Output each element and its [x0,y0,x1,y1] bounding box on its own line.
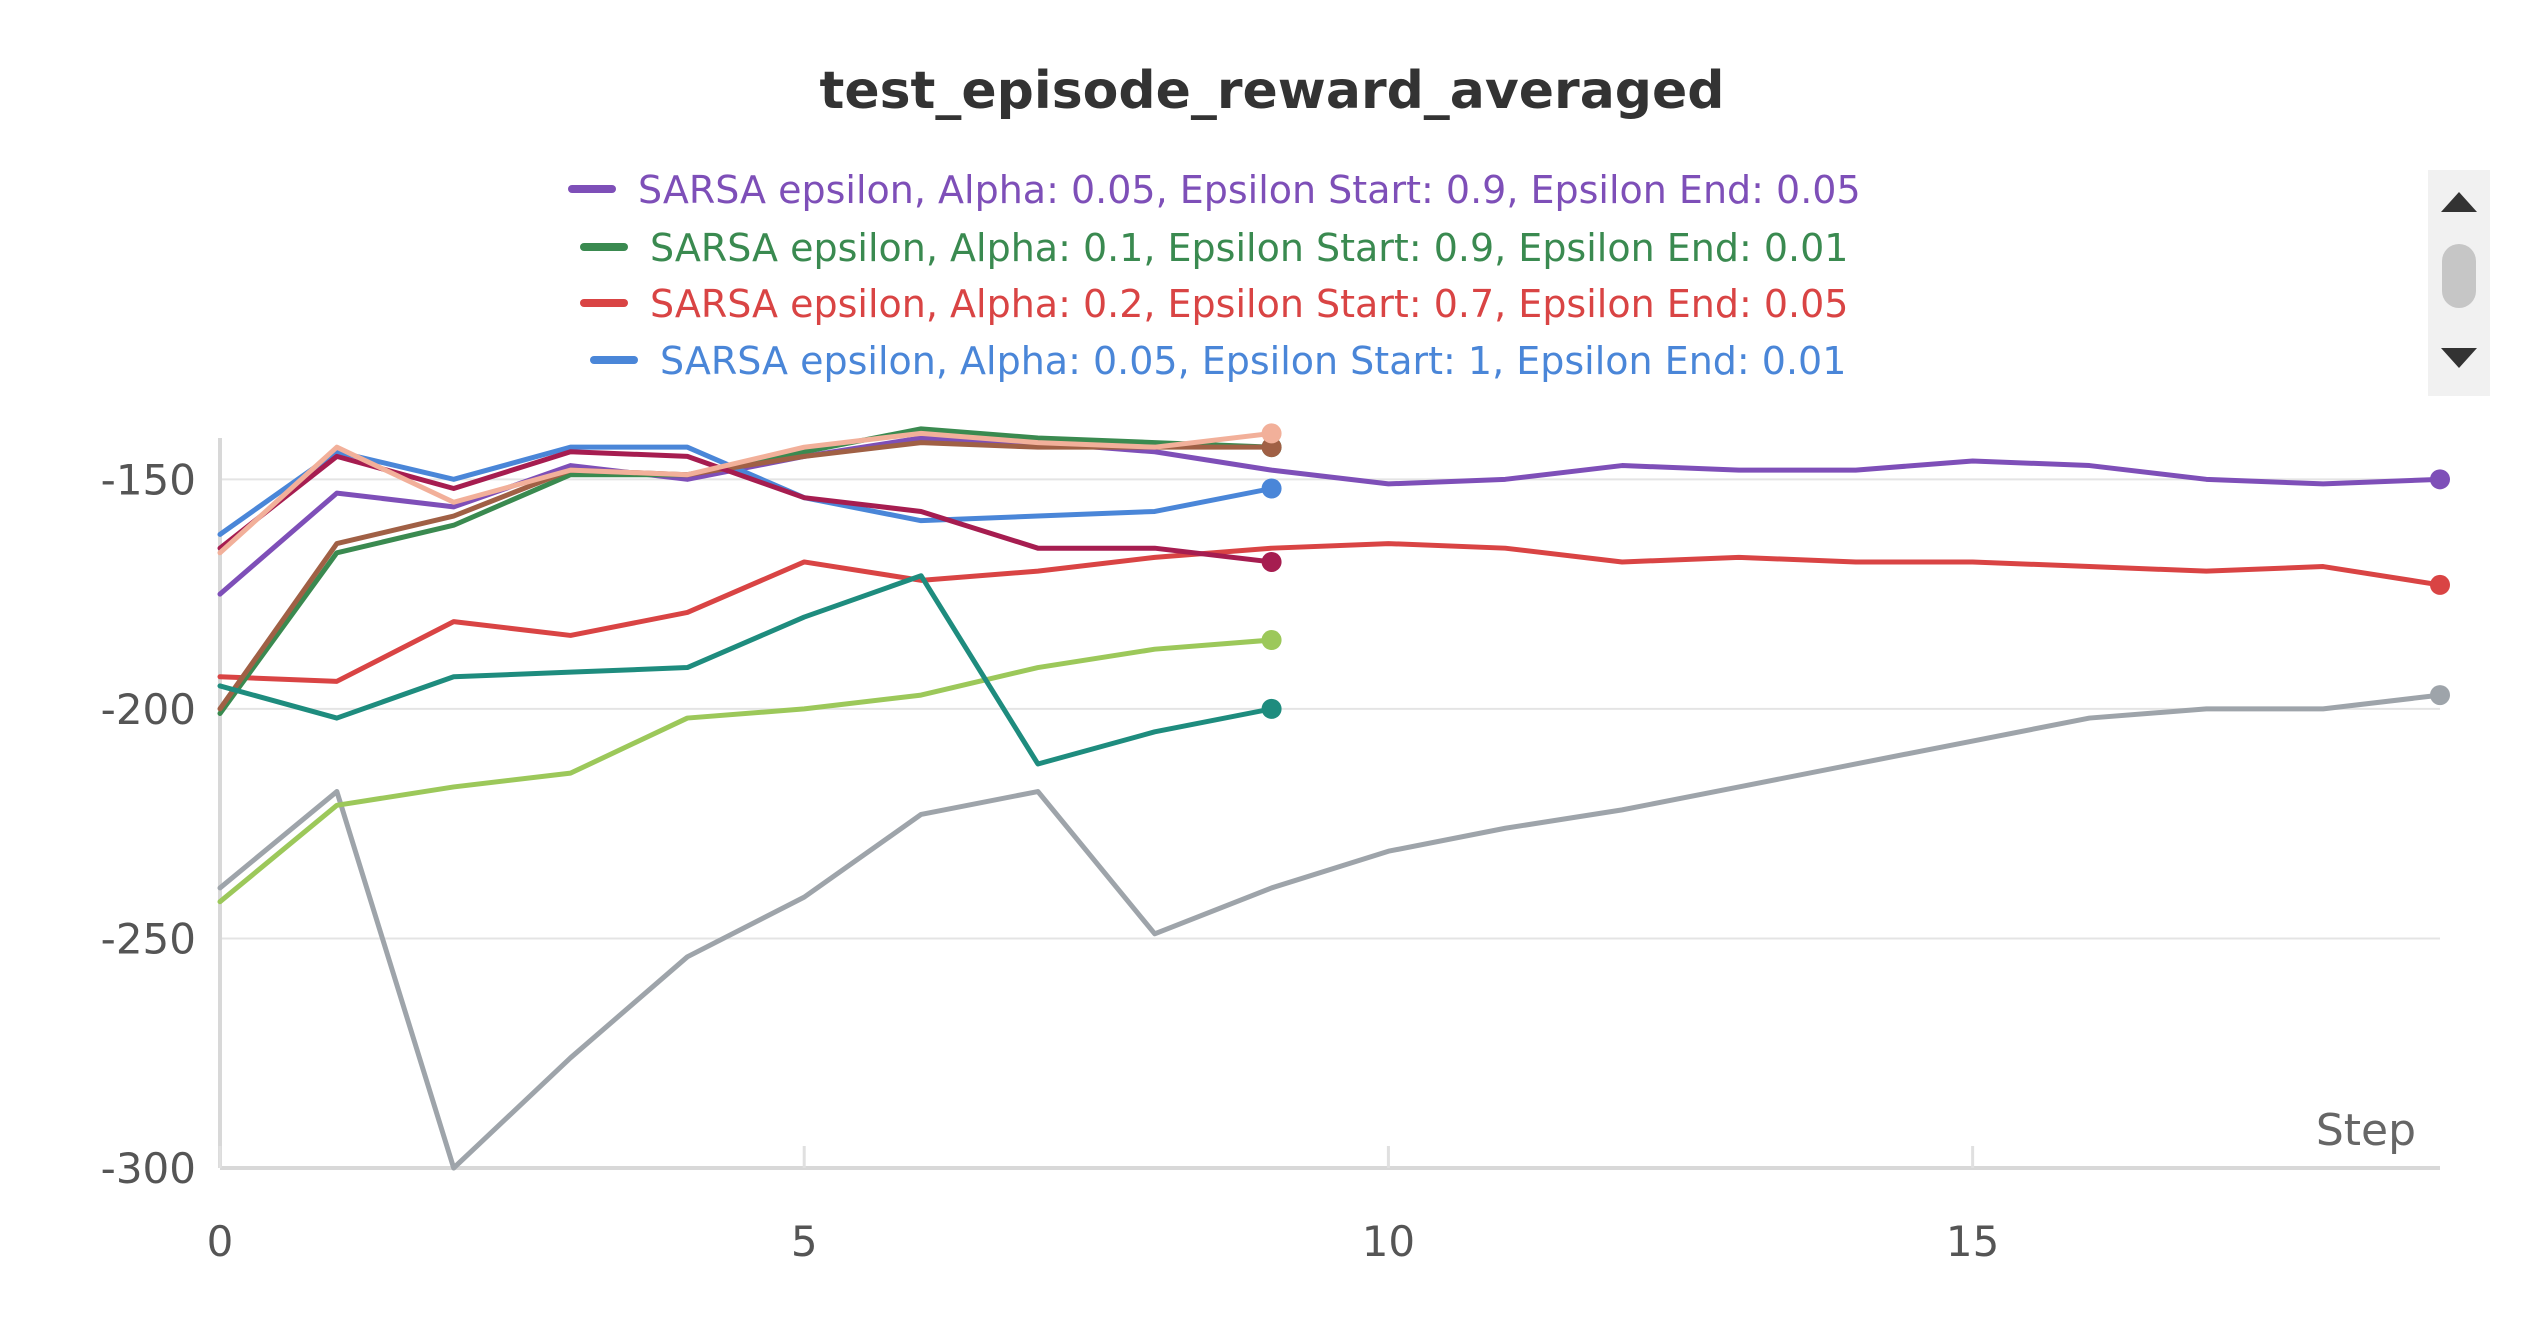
legend-label-red: SARSA epsilon, Alpha: 0.2, Epsilon Start… [650,282,1848,326]
x-axis-title: Step [2316,1105,2416,1156]
series-lime[interactable] [217,630,1282,905]
series-line-gray[interactable] [217,692,2443,1171]
series-endpoint-brown[interactable] [1261,437,1282,458]
y-tick-label: -300 [101,1144,196,1193]
series-line-teal[interactable] [217,573,1275,767]
chart-title: test_episode_reward_averaged [819,61,1724,121]
legend-item-blue[interactable]: SARSA epsilon, Alpha: 0.05, Epsilon Star… [590,339,1846,383]
series-line-brown[interactable] [217,440,1275,712]
scroll-down-icon[interactable] [2441,348,2477,368]
series-endpoint-teal[interactable] [1261,698,1282,719]
legend-item-green[interactable]: SARSA epsilon, Alpha: 0.1, Epsilon Start… [580,226,1848,270]
legend-scroller[interactable] [2428,170,2490,396]
x-tick-label: 5 [791,1217,818,1266]
series-endpoint-lime[interactable] [1261,630,1282,651]
legend-label-green: SARSA epsilon, Alpha: 0.1, Epsilon Start… [650,226,1848,270]
series-endpoint-red[interactable] [2430,574,2450,595]
series-line-blue[interactable] [217,444,1275,537]
x-tick-label: 10 [1362,1217,1415,1266]
series-teal[interactable] [217,573,1282,767]
scroll-up-icon[interactable] [2441,192,2477,212]
y-tick-label: -200 [101,685,196,734]
x-tick-label: 0 [207,1217,234,1266]
x-ticks: 0 5 10 15 [207,1146,1999,1266]
series-endpoint-gray[interactable] [2430,685,2450,706]
y-ticks: -150 -200 -250 -300 [101,455,196,1193]
y-tick-label: -250 [101,914,196,963]
x-tick-label: 15 [1946,1217,1999,1266]
legend: SARSA epsilon, Alpha: 0.05, Epsilon Star… [568,168,1861,383]
legend-item-purple[interactable]: SARSA epsilon, Alpha: 0.05, Epsilon Star… [568,168,1861,212]
series-green[interactable] [217,426,1282,716]
series-line-red[interactable] [217,541,2443,684]
legend-item-red[interactable]: SARSA epsilon, Alpha: 0.2, Epsilon Start… [580,282,1848,326]
axes [218,438,2440,1170]
series-red[interactable] [217,541,2450,684]
series-blue[interactable] [217,444,1282,537]
series-line-peach[interactable] [217,430,1275,556]
series-line-lime[interactable] [217,637,1275,905]
legend-label-blue: SARSA epsilon, Alpha: 0.05, Epsilon Star… [660,339,1846,383]
legend-label-purple: SARSA epsilon, Alpha: 0.05, Epsilon Star… [638,168,1861,212]
series-endpoint-purple[interactable] [2430,469,2450,490]
legend-scroll-thumb[interactable] [2442,244,2476,308]
series-layer [217,423,2450,1171]
series-endpoint-blue[interactable] [1261,478,1282,499]
series-endpoint-peach[interactable] [1261,423,1282,444]
series-line-purple[interactable] [217,435,2443,597]
series-endpoint-maroon[interactable] [1261,551,1282,572]
series-peach[interactable] [217,423,1282,556]
series-purple[interactable] [217,435,2450,597]
series-gray[interactable] [217,685,2450,1171]
y-tick-label: -150 [101,455,196,504]
